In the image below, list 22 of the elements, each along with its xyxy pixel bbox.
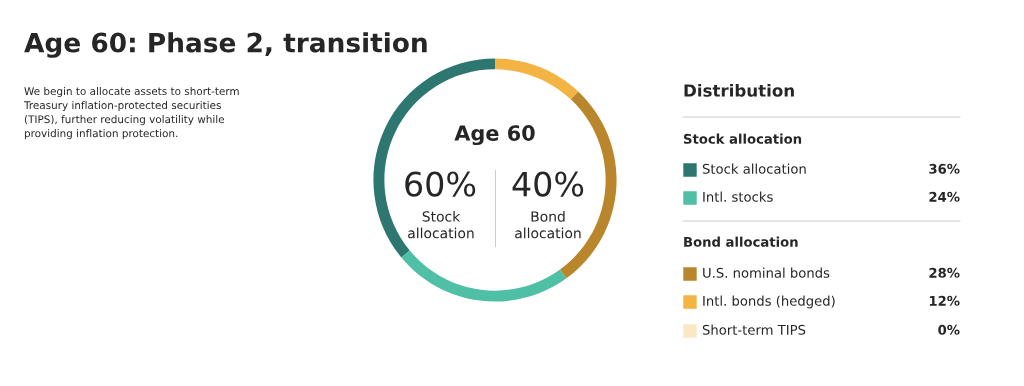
text: 60% — [405, 171, 476, 197]
legend-title: Distribution — [684, 83, 794, 97]
data-label: 24% — [929, 191, 960, 202]
donut-slice — [495, 58, 579, 100]
data-label: 36% — [929, 163, 960, 174]
data-label: 12% — [929, 295, 960, 306]
legend-label: Short-term TIPS — [702, 324, 806, 335]
text: We begin to allocate assets to short-term Treasury inflation-protected securities (TIPS), further reducing volatility while providing inflation protection. — [23, 87, 239, 140]
text: Bond allocation — [684, 236, 798, 247]
legend-label: U.S. nominal bonds — [703, 267, 830, 278]
legend-label: Intl. stocks — [703, 191, 773, 202]
text: Bond allocation — [515, 210, 581, 239]
text: Age 60 — [454, 125, 535, 146]
data-label: 28% — [929, 267, 960, 278]
text: 40% — [512, 171, 584, 197]
text: Stock allocation — [683, 133, 802, 144]
legend-label: Intl. bonds (hedged) — [703, 295, 835, 309]
legend-label: Stock allocation — [702, 163, 806, 174]
chart-title: Age 60: Phase 2, transition — [24, 32, 427, 58]
donut-slice — [401, 250, 567, 302]
text: Stock allocation — [408, 210, 474, 239]
text: 0% — [938, 324, 960, 335]
